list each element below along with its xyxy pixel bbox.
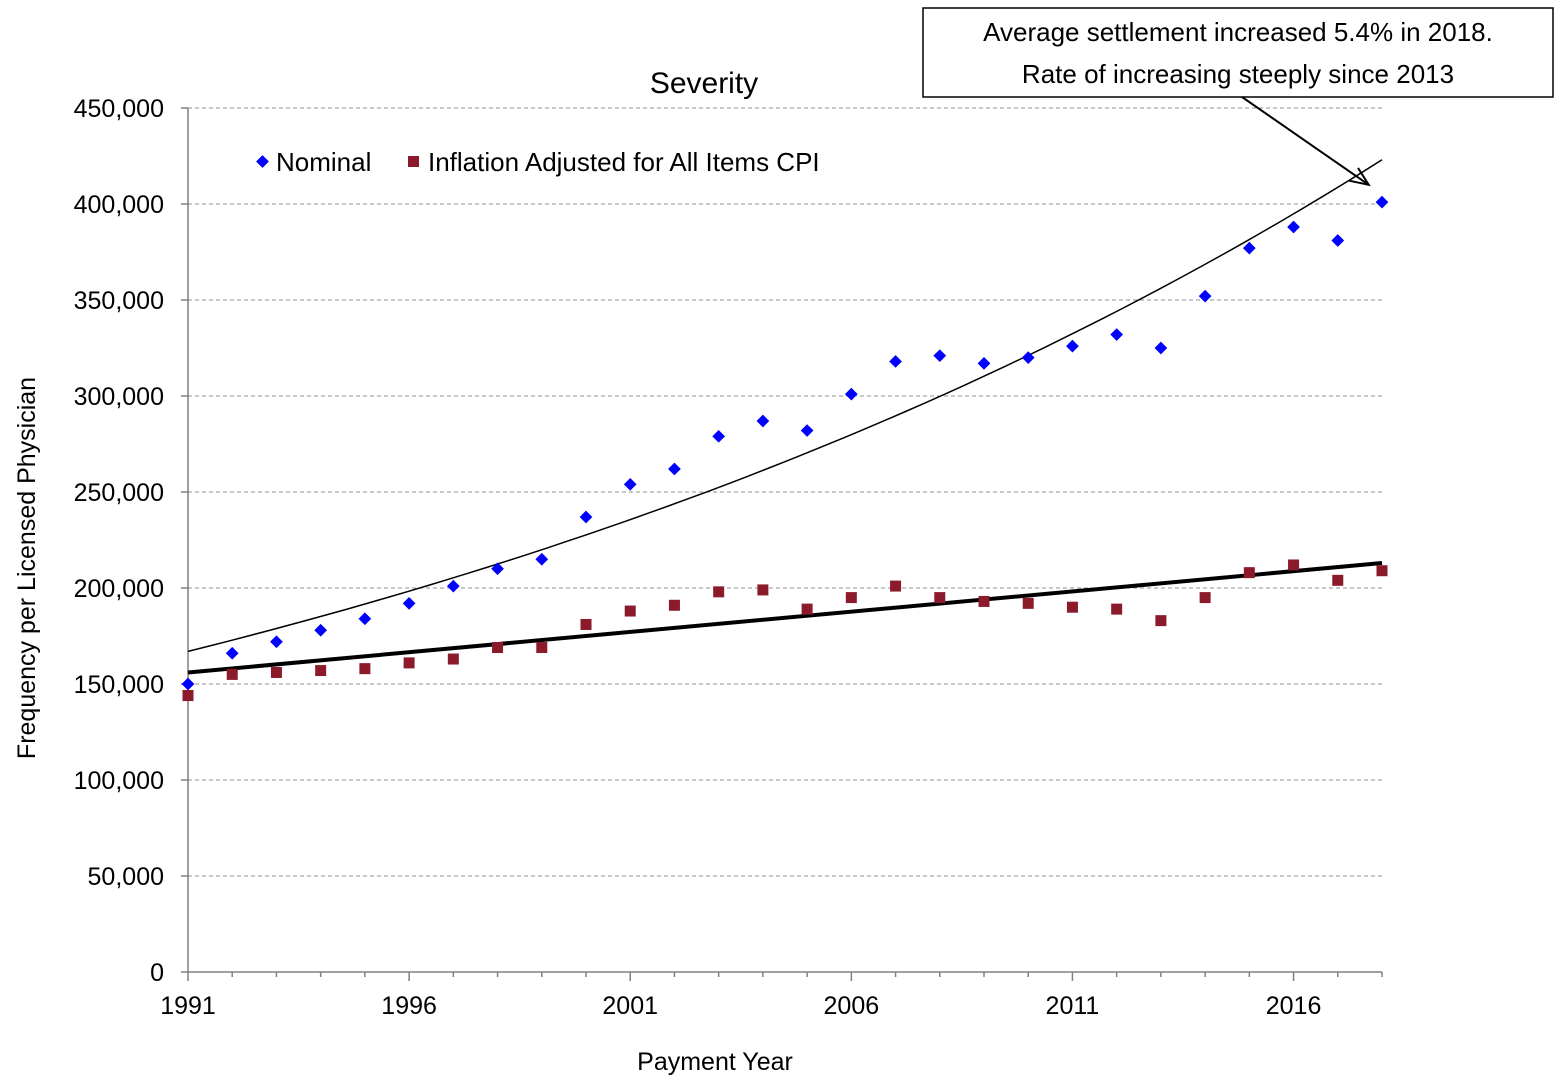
x-tick-label: 2001 (602, 992, 658, 1020)
x-axis-title: Payment Year (637, 1048, 793, 1076)
nominal-point (579, 510, 593, 524)
nominal-point (225, 646, 239, 660)
legend-label-nominal: Nominal (276, 147, 371, 177)
nominal-point (889, 355, 902, 368)
nominal-point (668, 462, 681, 476)
nominal-point (446, 579, 460, 593)
nominal-point (756, 414, 770, 428)
inflation-adjusted-point (403, 657, 415, 669)
inflation-adjusted-point (934, 592, 946, 604)
y-tick-label: 400,000 (74, 191, 164, 219)
annotation-line-2: Rate of increasing steeply since 2013 (1022, 59, 1454, 89)
annotation-line-1: Average settlement increased 5.4% in 201… (983, 17, 1493, 47)
trendline-nominal (187, 159, 1383, 653)
nominal-point (535, 552, 549, 566)
nominal-point (977, 356, 991, 370)
y-axis-ticks: 0 50,000 100,000 150,000 200,000 250,000 300,0… (74, 95, 188, 987)
nominal-point (402, 596, 416, 610)
legend-label-inflation-adjusted: Inflation Adjusted for All Items CPI (428, 147, 820, 177)
nominal-point (1154, 341, 1168, 355)
inflation-adjusted-point (226, 668, 238, 680)
inflation-adjusted-point (1199, 592, 1211, 604)
x-axis-ticks: 1991 1996 2001 2006 2011 2016 (160, 972, 1383, 1020)
inflation-adjusted-point (492, 642, 504, 654)
x-tick-label: 1991 (160, 992, 216, 1020)
trendlines (187, 159, 1383, 675)
inflation-adjusted-point (1155, 615, 1167, 627)
y-tick-label: 0 (150, 959, 164, 987)
legend: Nominal Inflation Adjusted for All Items… (256, 147, 820, 177)
inflation-adjusted-point (359, 663, 371, 675)
inflation-adjusted-point (978, 595, 990, 607)
nominal-point (1021, 351, 1035, 364)
gridlines (188, 107, 1382, 877)
inflation-adjusted-point (1332, 574, 1344, 586)
nominal-point (314, 623, 328, 637)
inflation-adjusted-point (1066, 601, 1078, 613)
inflation-adjusted-point (668, 599, 680, 611)
trendline-inflation-adjusted (187, 561, 1383, 675)
inflation-adjusted-point (801, 603, 813, 615)
annotation-box (922, 7, 1554, 98)
chart-title: Severity (650, 67, 758, 100)
y-tick-label: 300,000 (74, 383, 164, 411)
nominal-point (933, 349, 947, 363)
inflation-adjusted-point (580, 618, 592, 630)
inflation-adjusted-point (713, 586, 725, 598)
inflation-adjusted-point (1111, 603, 1123, 615)
y-axis-title: Frequency per Licensed Physician (13, 377, 41, 759)
nominal-point (1287, 220, 1300, 234)
y-tick-label: 450,000 (74, 95, 164, 123)
nominal-point (1331, 234, 1345, 247)
inflation-adjusted-point (1243, 567, 1255, 579)
nominal-point (491, 562, 504, 576)
nominal-point (623, 477, 637, 491)
inflation-adjusted-point (536, 642, 548, 654)
y-tick-label: 50,000 (88, 863, 164, 891)
legend-marker-nominal (256, 155, 269, 168)
nominal-point (358, 612, 372, 626)
y-tick-label: 150,000 (74, 671, 164, 699)
y-tick-label: 100,000 (74, 767, 164, 795)
inflation-adjusted-point (1022, 597, 1034, 609)
inflation-adjusted-point (315, 665, 327, 677)
y-tick-label: 350,000 (74, 287, 164, 315)
x-tick-label: 2011 (1046, 992, 1100, 1020)
nominal-point (1110, 328, 1124, 341)
axes (187, 108, 1382, 973)
annotation-arrowhead (1348, 167, 1371, 187)
inflation-adjusted-point (447, 653, 459, 665)
nominal-point (270, 635, 283, 649)
x-tick-label: 2006 (824, 992, 880, 1020)
inflation-adjusted-point (845, 592, 857, 604)
annotation-arrow (1241, 96, 1370, 186)
y-tick-label: 200,000 (74, 575, 164, 603)
annotation-callout: Average settlement increased 5.4% in 201… (922, 7, 1554, 187)
data-points (181, 195, 1389, 702)
nominal-point (712, 429, 726, 443)
x-tick-label: 1996 (381, 992, 437, 1020)
y-tick-label: 250,000 (74, 479, 164, 507)
nominal-point (181, 677, 195, 691)
nominal-point (800, 424, 814, 437)
x-tick-label: 2016 (1266, 992, 1322, 1020)
inflation-adjusted-point (890, 580, 902, 592)
inflation-adjusted-point (270, 666, 282, 678)
nominal-point (1242, 241, 1256, 255)
inflation-adjusted-point (757, 584, 769, 596)
inflation-adjusted-point (182, 690, 194, 702)
inflation-adjusted-point (1376, 565, 1388, 577)
legend-marker-inflation-adjusted (408, 156, 419, 167)
nominal-point (844, 387, 858, 401)
inflation-adjusted-point (624, 605, 636, 617)
nominal-point (1198, 289, 1212, 303)
nominal-point (1066, 339, 1079, 353)
nominal-point (1375, 195, 1389, 209)
inflation-adjusted-point (1288, 559, 1300, 571)
